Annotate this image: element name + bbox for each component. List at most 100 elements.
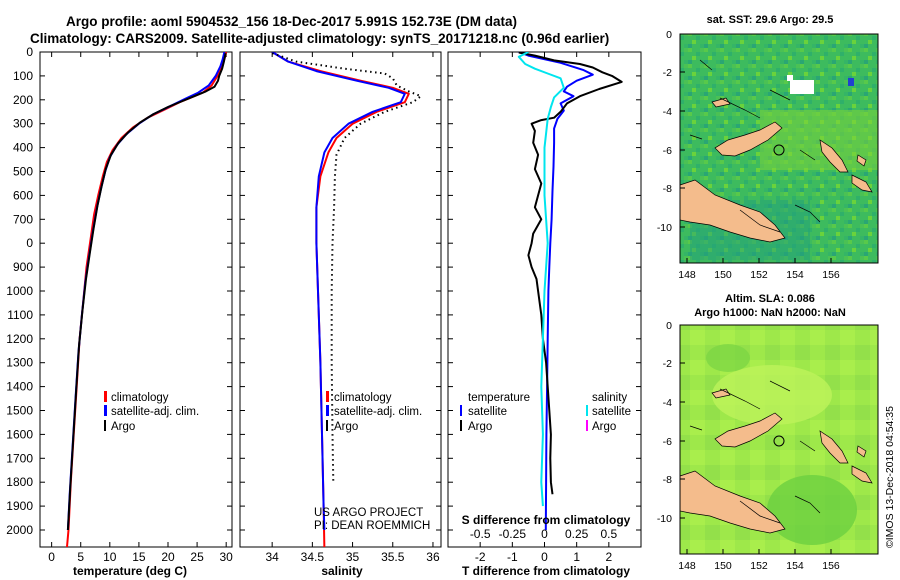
legend-swatch-argo — [104, 420, 106, 431]
credit-project: US ARGO PROJECT — [314, 507, 423, 519]
missing-data — [787, 75, 793, 81]
x-tick-label: 36 — [426, 550, 440, 564]
t-difference-x-ticks: -2 -1 0 1 2 — [475, 52, 612, 564]
depth-tick-label: 100 — [13, 69, 33, 83]
map-x-tick-label: 148 — [678, 560, 696, 572]
x-tick-label: 25 — [190, 550, 204, 564]
sst-map-title: sat. SST: 29.6 Argo: 29.5 — [707, 14, 834, 26]
map-x-tick-label: 150 — [714, 560, 732, 572]
x-tick-label: 5 — [77, 550, 84, 564]
coast-lines — [689, 59, 821, 233]
depth-tick-label: 0 — [26, 45, 33, 59]
missing-data — [790, 80, 814, 94]
land-new-britain — [714, 121, 783, 157]
land-islands — [711, 388, 873, 484]
series-line-argo — [271, 52, 422, 483]
x-tick-label: -1 — [507, 550, 518, 564]
legend-label-t-argo: Argo — [468, 421, 492, 433]
legend-label-argo: Argo — [111, 421, 135, 433]
sla-map-title: Altim. SLA: 0.086 — [725, 293, 815, 305]
legend-label-climatology: climatology — [111, 392, 169, 404]
depth-tick-label: 1300 — [6, 356, 33, 370]
x-tick-label: 35.5 — [381, 550, 405, 564]
legend-swatch-s-argo — [586, 420, 588, 431]
x-tick-label: 10 — [103, 550, 117, 564]
argo-float-position — [773, 435, 785, 447]
legend-swatch-climatology — [326, 391, 329, 402]
legend-label-s-argo: Argo — [592, 421, 616, 433]
series-line-climatology — [271, 52, 410, 547]
x-tick-label: 0 — [541, 550, 548, 564]
salinity-x-label: salinity — [321, 564, 363, 578]
depth-tick-label: 200 — [13, 93, 33, 107]
legend-swatch-s-satellite — [586, 405, 588, 416]
x-tick-label: 15 — [132, 550, 146, 564]
sla-low-blob — [767, 475, 857, 545]
coast-lines — [689, 380, 821, 524]
map-x-tick-label: 152 — [750, 269, 768, 281]
map-y-tick-label: -10 — [657, 222, 672, 234]
map-y-tick-label: 0 — [666, 320, 672, 332]
credit-pi: PI: DEAN ROEMMICH — [314, 520, 430, 532]
sst-map-ticks: -2 -4 -6 -8 -10 148 150 152 154 156 — [657, 67, 840, 281]
x-tick-label: -2 — [475, 550, 486, 564]
depth-axis: 0 100 200 300 400 500 600 700 0 900 1000 1100 1200 13… — [6, 45, 641, 537]
sla-high-blob — [712, 365, 832, 425]
legend-label-satellite: satellite-adj. clim. — [111, 406, 199, 418]
temperature-x-label: temperature (deg C) — [73, 564, 187, 578]
map-y-tick-label: -2 — [663, 67, 672, 79]
series-line-temperature-argo — [518, 52, 623, 495]
series-line-climatology — [65, 52, 228, 547]
series-line-argo — [66, 53, 227, 531]
legend-label-climatology: climatology — [334, 392, 392, 404]
salinity-legend: climatology satellite-adj. clim. Argo US… — [314, 391, 430, 532]
s-difference-tick-label: 0.25 — [565, 527, 589, 541]
x-tick-label: 34 — [265, 550, 279, 564]
legend-swatch-satellite — [104, 405, 107, 416]
legend-swatch-t-satellite — [460, 405, 462, 416]
map-y-tick-label: -8 — [663, 474, 672, 486]
legend-swatch-argo — [326, 420, 328, 431]
depth-tick-label: 1900 — [6, 499, 33, 513]
x-tick-label: 20 — [161, 550, 175, 564]
header-line-2: Climatology: CARS2009. Satellite-adjuste… — [30, 31, 609, 46]
land-new-guinea — [679, 179, 786, 243]
depth-tick-label: 300 — [13, 117, 33, 131]
temperature-panel — [39, 51, 233, 548]
map-y-tick-label: -6 — [663, 145, 672, 157]
header-line-1: Argo profile: aoml 5904532_156 18-Dec-20… — [66, 14, 517, 29]
map-y-tick-label: -10 — [657, 513, 672, 525]
legend-swatch-climatology — [104, 391, 107, 402]
series-line-satellite-adj-clim- — [66, 52, 226, 531]
land-bougainville — [819, 430, 849, 464]
s-difference-tick-label: -0.5 — [470, 527, 491, 541]
depth-tick-label: 1400 — [6, 380, 33, 394]
sla-low-blob — [706, 344, 750, 372]
salinity-x-ticks: 34 34.5 35 35.5 36 — [265, 52, 440, 564]
depth-tick-label: 400 — [13, 141, 33, 155]
depth-tick-label: 2000 — [6, 523, 33, 537]
depth-tick-label: 700 — [13, 212, 33, 226]
map-y-tick-label: -2 — [663, 358, 672, 370]
map-x-tick-label: 156 — [822, 560, 840, 572]
s-difference-tick-label: 0 — [541, 527, 548, 541]
legend-swatch-satellite — [326, 405, 329, 416]
sst-map-frame — [679, 33, 879, 264]
legend-title-temperature: temperature — [468, 392, 530, 404]
argo-float-position — [773, 144, 785, 156]
temperature-series — [65, 52, 228, 547]
land-islands — [711, 97, 873, 193]
x-tick-label: 35 — [346, 550, 360, 564]
x-tick-label: 34.5 — [301, 550, 325, 564]
depth-tick-label: 1100 — [7, 308, 33, 322]
temperature-legend: climatology satellite-adj. clim. Argo — [104, 391, 199, 433]
x-tick-label: 0 — [48, 550, 55, 564]
imos-timestamp: ©IMOS 13-Dec-2018 04:54:35 — [884, 406, 896, 548]
series-line-temperature-satellite — [518, 52, 594, 531]
difference-series — [517, 52, 623, 531]
depth-tick-label: 600 — [13, 188, 33, 202]
depth-tick-label: 1500 — [6, 404, 33, 418]
x-tick-label: 2 — [605, 550, 612, 564]
map-x-tick-label: 156 — [822, 269, 840, 281]
legend-swatch-t-argo — [460, 420, 462, 431]
